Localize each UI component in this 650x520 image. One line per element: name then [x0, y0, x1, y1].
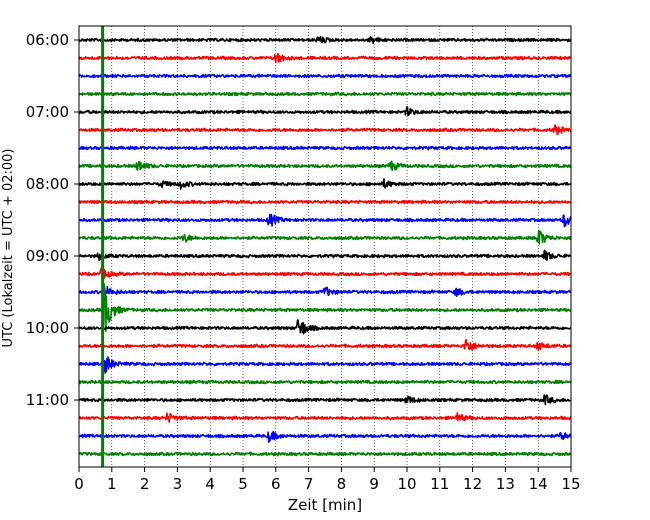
x-tick-label: 2	[140, 475, 150, 493]
seismogram-trace	[78, 124, 572, 136]
x-tick-label: 10	[397, 475, 416, 493]
y-tick-label: 08:00	[26, 175, 69, 193]
x-tick-label: 11	[430, 475, 449, 493]
x-tick-label: 3	[173, 475, 183, 493]
x-tick-label: 15	[561, 475, 580, 493]
x-tick-label: 1	[107, 475, 117, 493]
seismogram-trace	[78, 230, 572, 245]
y-tick-label: 10:00	[26, 319, 69, 337]
seismogram-trace	[78, 199, 572, 205]
seismogram-trace	[78, 106, 572, 117]
seismogram-trace	[78, 91, 572, 97]
seismogram-trace	[78, 283, 572, 332]
seismogram-trace	[78, 145, 572, 151]
seismogram-trace	[78, 73, 572, 79]
seismogram-trace	[78, 356, 572, 374]
x-tick-label: 5	[238, 475, 248, 493]
seismogram-trace	[78, 52, 572, 64]
x-tick-label: 6	[271, 475, 281, 493]
seismogram-trace	[78, 431, 572, 443]
seismogram-trace	[78, 338, 572, 351]
y-axis-label: UTC (Lokalzeit = UTC + 02:00)	[1, 149, 16, 348]
seismogram-trace	[78, 379, 572, 385]
x-tick-label: 4	[205, 475, 215, 493]
seismogram-trace	[78, 319, 572, 335]
seismogram-trace	[78, 266, 572, 281]
x-tick-label: 12	[463, 475, 482, 493]
seismogram-trace	[78, 249, 572, 262]
plot-frame	[78, 25, 572, 468]
x-tick-label: 14	[529, 475, 548, 493]
x-axis-label: Zeit [min]	[288, 496, 362, 514]
seismogram-trace	[78, 285, 572, 300]
x-axis: 0 1 2 3 4 5 6 7 8 9 10 11 12 13 14 15	[74, 467, 581, 493]
x-tick-label: 8	[337, 475, 347, 493]
x-tick-label: 9	[369, 475, 379, 493]
seismogram-trace	[78, 35, 572, 44]
y-tick-label: 09:00	[26, 247, 69, 265]
y-tick-label: 06:00	[26, 31, 69, 49]
seismogram-trace	[78, 451, 572, 457]
x-tick-label: 7	[304, 475, 314, 493]
seismogram-trace	[78, 160, 572, 172]
seismogram-trace	[78, 394, 572, 406]
y-tick-label: 11:00	[26, 391, 69, 409]
x-tick-label: 13	[496, 475, 515, 493]
seismogram-trace	[78, 178, 572, 190]
y-axis: 06:00 07:00 08:00 09:00 10:00 11:00	[26, 31, 79, 409]
seismogram-trace	[78, 412, 572, 423]
seismogram-trace	[78, 213, 572, 228]
x-tick-label: 0	[74, 475, 84, 493]
seismogram-traces	[78, 35, 572, 457]
y-tick-label: 07:00	[26, 103, 69, 121]
